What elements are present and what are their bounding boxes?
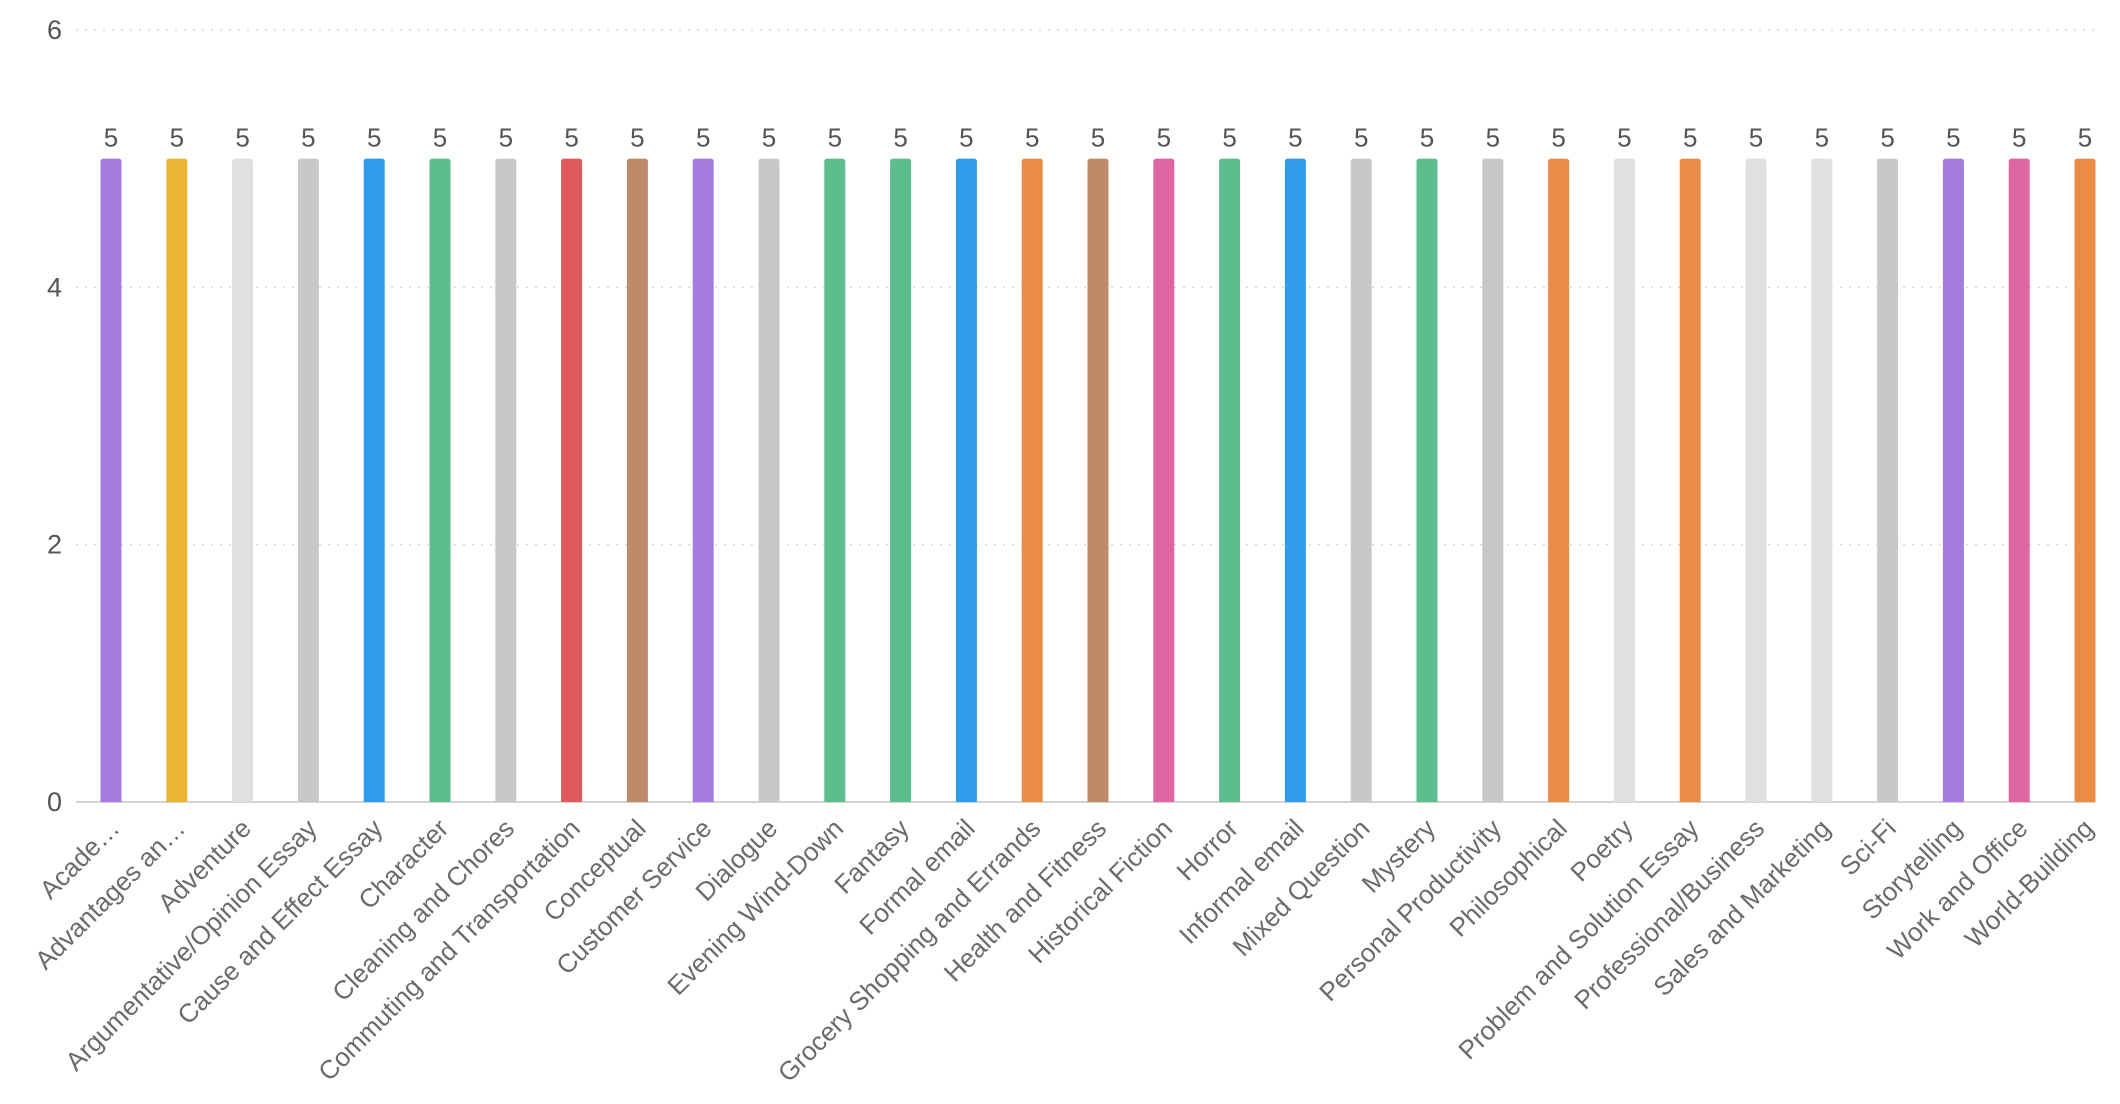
bar[interactable] (166, 158, 188, 802)
data-label: 5 (1354, 123, 1368, 153)
data-label: 5 (499, 123, 513, 153)
data-label: 5 (893, 123, 907, 153)
bar[interactable] (297, 158, 319, 802)
data-label: 5 (630, 123, 644, 153)
data-label: 5 (1551, 123, 1565, 153)
bar[interactable] (1284, 158, 1306, 802)
data-label: 5 (1880, 123, 1894, 153)
data-label: 5 (170, 123, 184, 153)
bar[interactable] (232, 158, 254, 802)
x-axis: Acade…Advantages an…AdventureArgumentati… (29, 813, 2099, 1088)
y-tick-label: 2 (47, 530, 62, 560)
bar[interactable] (495, 158, 517, 802)
data-label: 5 (1420, 123, 1434, 153)
bar[interactable] (1942, 158, 1964, 802)
bar[interactable] (1416, 158, 1438, 802)
bar[interactable] (561, 158, 583, 802)
data-labels: 5 5 5 5 5 5 5 5 5 5 5 5 5 5 5 5 5 5 5 5 5 5 5 5 5 5 5 5 5 5 5 (104, 123, 2092, 153)
data-label: 5 (433, 123, 447, 153)
data-label: 5 (1683, 123, 1697, 153)
bar[interactable] (1219, 158, 1241, 802)
bar[interactable] (1811, 158, 1833, 802)
bar[interactable] (1087, 158, 1109, 802)
data-label: 5 (1157, 123, 1171, 153)
bar[interactable] (890, 158, 912, 802)
bar[interactable] (1745, 158, 1767, 802)
bar[interactable] (1679, 158, 1701, 802)
data-label: 5 (104, 123, 118, 153)
data-label: 5 (696, 123, 710, 153)
data-label: 5 (1288, 123, 1302, 153)
bar[interactable] (1482, 158, 1504, 802)
y-axis: 0 2 4 6 (47, 15, 62, 817)
bar[interactable] (100, 158, 122, 802)
bar[interactable] (824, 158, 846, 802)
data-label: 5 (959, 123, 973, 153)
data-label: 5 (235, 123, 249, 153)
data-label: 5 (1946, 123, 1960, 153)
y-tick-label: 6 (47, 15, 62, 45)
data-label: 5 (1091, 123, 1105, 153)
data-label: 5 (301, 123, 315, 153)
data-label: 5 (1617, 123, 1631, 153)
bar[interactable] (1548, 158, 1570, 802)
bar[interactable] (429, 158, 451, 802)
data-label: 5 (828, 123, 842, 153)
bar[interactable] (1877, 158, 1899, 802)
y-tick-label: 0 (47, 787, 62, 817)
bar[interactable] (1350, 158, 1372, 802)
bar[interactable] (955, 158, 977, 802)
bar[interactable] (626, 158, 648, 802)
data-label: 5 (1815, 123, 1829, 153)
data-label: 5 (762, 123, 776, 153)
data-label: 5 (1486, 123, 1500, 153)
bar[interactable] (692, 158, 714, 802)
bar[interactable] (2074, 158, 2096, 802)
data-label: 5 (1749, 123, 1763, 153)
bar[interactable] (363, 158, 385, 802)
bars (100, 158, 2096, 802)
bar[interactable] (1153, 158, 1175, 802)
data-label: 5 (1025, 123, 1039, 153)
bar[interactable] (1613, 158, 1635, 802)
bar[interactable] (2008, 158, 2030, 802)
data-label: 5 (564, 123, 578, 153)
y-tick-label: 4 (47, 272, 62, 302)
bar[interactable] (758, 158, 780, 802)
data-label: 5 (2012, 123, 2026, 153)
data-label: 5 (2078, 123, 2092, 153)
data-label: 5 (1222, 123, 1236, 153)
data-label: 5 (367, 123, 381, 153)
bar[interactable] (1021, 158, 1043, 802)
